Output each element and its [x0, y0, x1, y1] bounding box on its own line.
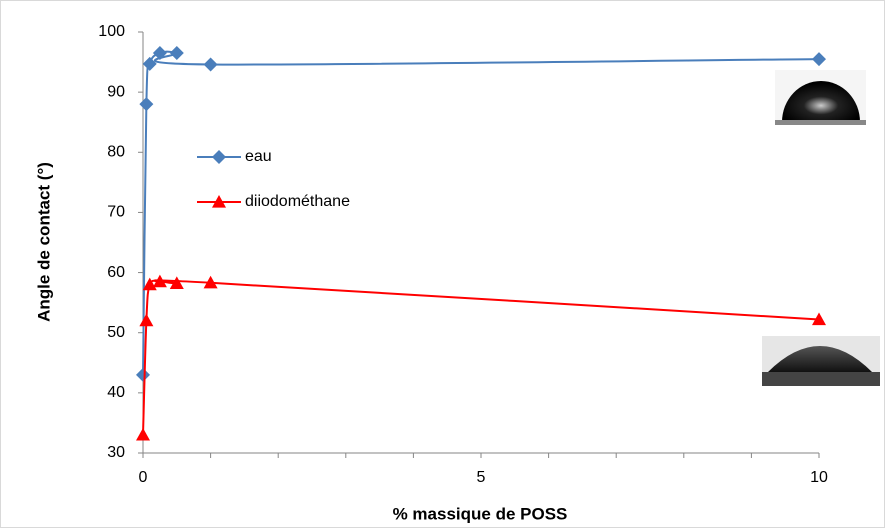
y-tick-label: 70 — [107, 204, 125, 221]
y-tick-label: 40 — [107, 384, 125, 401]
marker — [812, 52, 826, 67]
marker — [212, 195, 226, 208]
marker — [136, 427, 150, 441]
x-tick-label: 5 — [477, 469, 486, 486]
y-tick-label: 50 — [107, 324, 125, 341]
legend-label: eau — [245, 148, 272, 165]
marker — [152, 46, 167, 61]
y-tick-label: 80 — [107, 144, 125, 161]
marker — [169, 46, 184, 61]
y-tick-label: 100 — [98, 23, 125, 40]
marker — [152, 274, 167, 288]
marker — [203, 57, 218, 72]
droplet-image-water — [775, 70, 866, 125]
x-tick-label: 10 — [810, 469, 828, 486]
marker — [136, 367, 150, 382]
marker — [139, 97, 154, 112]
legend-label: diiodométhane — [245, 193, 350, 210]
minor-ticks — [210, 453, 752, 458]
marker — [142, 56, 157, 71]
y-tick-label: 90 — [107, 83, 125, 100]
x-axis-title: % massique de POSS — [393, 504, 568, 523]
x-tick-label: 0 — [139, 469, 148, 486]
marker — [812, 312, 826, 326]
marker — [212, 150, 226, 164]
y-tick-label: 30 — [107, 444, 125, 461]
marker — [139, 313, 154, 327]
y-tick-label: 60 — [107, 264, 125, 281]
y-axis-title: Angle de contact (°) — [34, 162, 53, 322]
marker — [169, 276, 184, 289]
marker — [203, 275, 218, 289]
droplet-image-diiodomethane — [762, 336, 880, 386]
